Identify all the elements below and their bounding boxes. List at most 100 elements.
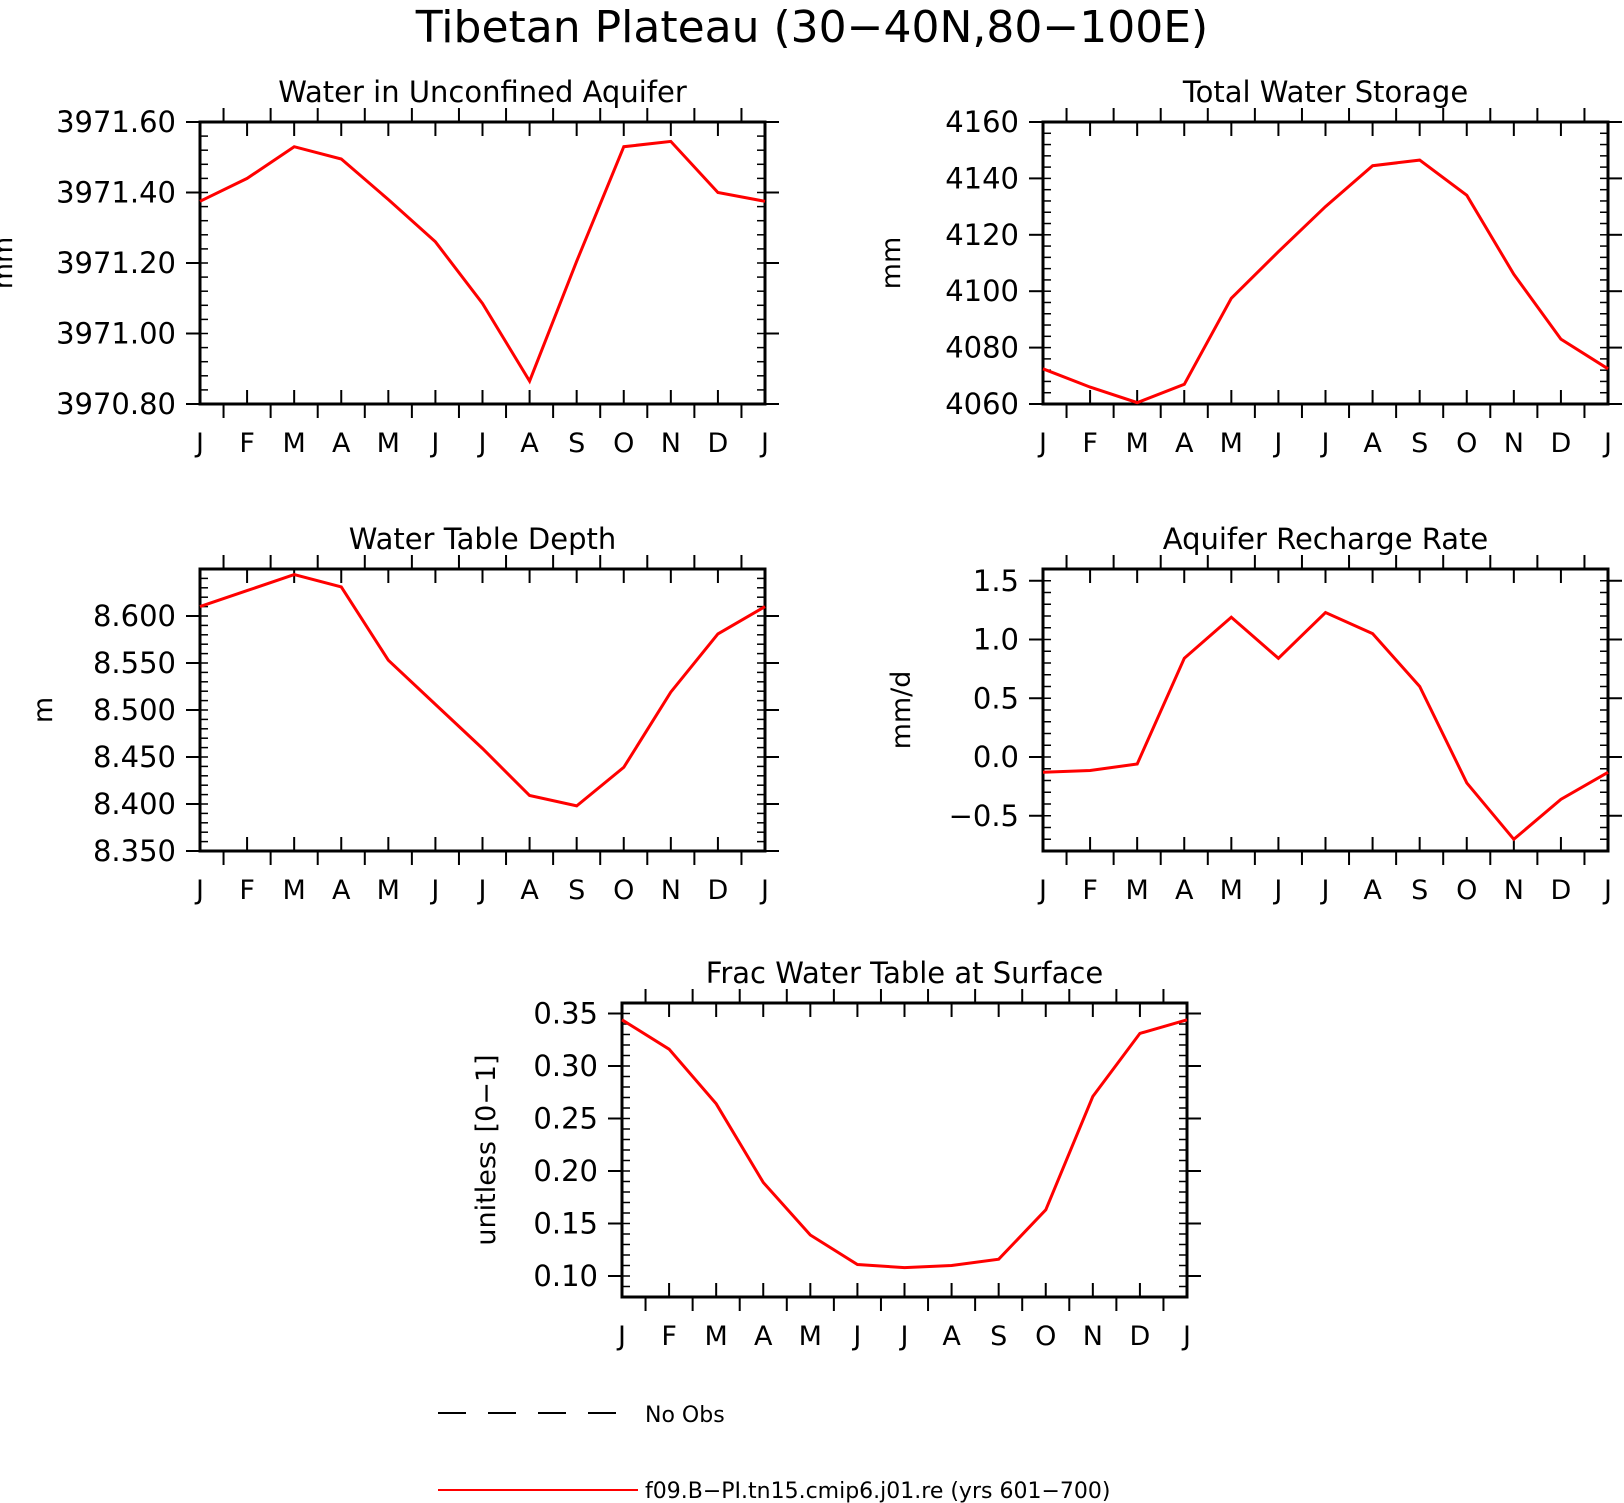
x-tick-label: M — [799, 1321, 822, 1352]
x-tick-label: J — [899, 1321, 909, 1352]
x-tick-label: D — [1551, 875, 1572, 906]
y-tick-label: 0.25 — [533, 1102, 598, 1136]
y-tick-label: 4120 — [945, 218, 1019, 252]
series-line — [199, 139, 766, 385]
x-tick-label: M — [1220, 428, 1243, 459]
y-tick-label: 0.5 — [973, 681, 1019, 715]
x-tick-label: A — [332, 875, 351, 906]
x-tick-label: M — [377, 428, 400, 459]
x-tick-label: N — [661, 428, 681, 459]
plot-frame — [198, 567, 767, 853]
y-tick-label: 3971.00 — [56, 317, 176, 351]
x-tick-label: S — [1411, 875, 1428, 906]
x-tick-label: J — [759, 428, 769, 459]
x-tick-label: D — [1551, 428, 1572, 459]
y-tick-label: 3970.80 — [56, 387, 176, 421]
x-tick-label: F — [661, 1321, 677, 1352]
series-line — [1042, 158, 1609, 405]
y-tick-label: 4140 — [945, 161, 1019, 195]
y-tick-label: 4100 — [945, 274, 1019, 308]
x-tick-label: M — [283, 428, 306, 459]
x-tick-label: J — [616, 1321, 626, 1352]
x-tick-label: N — [661, 875, 681, 906]
y-axis-label: mm — [0, 237, 19, 290]
y-tick-label: 0.35 — [533, 997, 598, 1031]
x-tick-label: N — [1504, 428, 1524, 459]
x-tick-label: J — [851, 1321, 861, 1352]
y-tick-label: 3971.60 — [56, 105, 176, 139]
x-tick-label: M — [283, 875, 306, 906]
y-tick-label: 4080 — [945, 331, 1019, 365]
x-tick-label: J — [1181, 1321, 1191, 1352]
series-line — [199, 573, 766, 808]
plot-frame — [620, 1001, 1189, 1299]
figure-title: Tibetan Plateau (30−40N,80−100E) — [415, 2, 1208, 53]
x-tick-label: A — [1363, 875, 1382, 906]
panel-title: Frac Water Table at Surface — [706, 956, 1103, 990]
x-tick-label: A — [1175, 875, 1194, 906]
x-tick-label: O — [613, 428, 634, 459]
x-tick-label: J — [429, 875, 439, 906]
x-tick-label: A — [1175, 428, 1194, 459]
x-tick-label: D — [708, 428, 729, 459]
x-tick-label: J — [1037, 428, 1047, 459]
chart-panel-5: Frac Water Table at Surface unitless [0−1… — [471, 956, 1201, 1352]
panel-title: Aquifer Recharge Rate — [1163, 522, 1489, 556]
x-tick-label: M — [377, 875, 400, 906]
x-tick-label: M — [1126, 428, 1149, 459]
x-tick-label: A — [520, 875, 539, 906]
x-tick-label: N — [1083, 1321, 1103, 1352]
x-tick-label: J — [1272, 428, 1282, 459]
x-tick-label: J — [477, 875, 487, 906]
x-tick-label: M — [1220, 875, 1243, 906]
x-tick-label: A — [332, 428, 351, 459]
y-tick-label: 8.400 — [93, 787, 176, 821]
y-axis-label: unitless [0−1] — [471, 1054, 502, 1245]
y-tick-label: 8.550 — [93, 646, 176, 680]
x-tick-label: J — [1602, 875, 1612, 906]
y-axis-label: mm — [876, 237, 907, 290]
x-tick-label: J — [1272, 875, 1282, 906]
x-tick-label: S — [1411, 428, 1428, 459]
x-tick-label: F — [1082, 428, 1098, 459]
y-tick-label: 8.600 — [93, 599, 176, 633]
y-axis-label: m — [28, 697, 59, 723]
series-line — [1042, 610, 1609, 842]
x-tick-label: J — [194, 428, 204, 459]
y-tick-label: 0.10 — [533, 1259, 598, 1293]
y-tick-label: 3971.20 — [56, 246, 176, 280]
x-tick-label: D — [708, 875, 729, 906]
x-tick-label: J — [1320, 875, 1330, 906]
y-tick-label: 4160 — [945, 105, 1019, 139]
panel-title: Water in Unconfined Aquifer — [278, 75, 687, 109]
x-tick-label: M — [1126, 875, 1149, 906]
x-tick-label: A — [754, 1321, 773, 1352]
x-tick-label: J — [477, 428, 487, 459]
y-tick-label: 1.0 — [973, 623, 1019, 657]
series-line — [621, 1018, 1188, 1270]
x-tick-label: J — [429, 428, 439, 459]
y-tick-label: 4060 — [945, 387, 1019, 421]
x-tick-label: A — [942, 1321, 961, 1352]
y-tick-label: 8.500 — [93, 693, 176, 727]
legend: No Obs f09.B−PI.tn15.cmip6.j01.re (yrs 6… — [438, 1403, 1110, 1503]
x-tick-label: F — [239, 428, 255, 459]
plot-frame — [198, 120, 767, 406]
x-tick-label: F — [1082, 875, 1098, 906]
x-tick-label: A — [520, 428, 539, 459]
x-tick-label: S — [568, 428, 585, 459]
y-tick-label: 1.5 — [973, 564, 1019, 598]
y-tick-label: −0.5 — [949, 799, 1019, 833]
legend-model-label: f09.B−PI.tn15.cmip6.j01.re (yrs 601−700) — [645, 1479, 1110, 1503]
y-tick-label: 0.30 — [533, 1049, 598, 1083]
y-tick-label: 0.20 — [533, 1154, 598, 1188]
x-tick-label: O — [1456, 428, 1477, 459]
panel-title: Total Water Storage — [1182, 75, 1468, 109]
x-tick-label: O — [1035, 1321, 1056, 1352]
x-tick-label: N — [1504, 875, 1524, 906]
